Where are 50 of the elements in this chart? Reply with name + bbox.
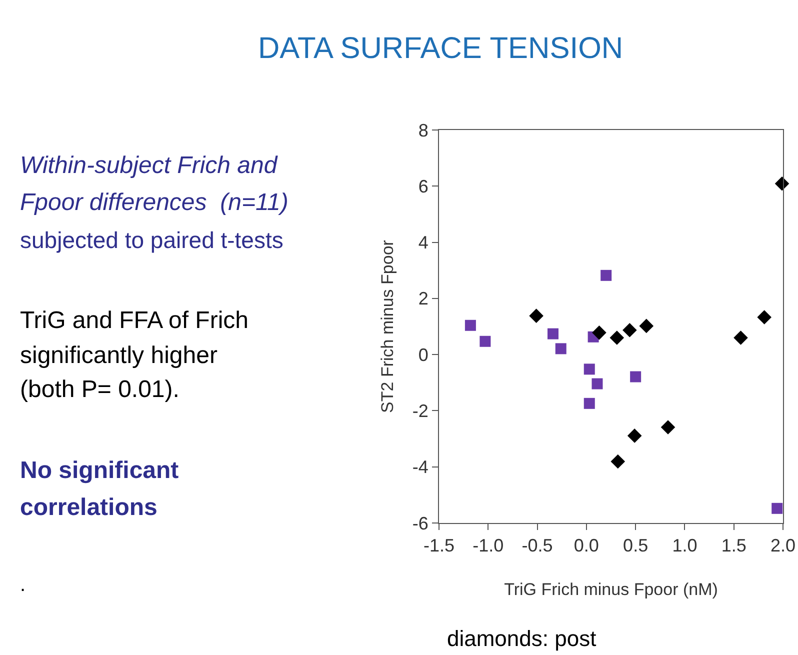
x-axis-title: TriG Frich minus Fpoor (nM)	[504, 580, 718, 599]
x-tick-label: 2.0	[770, 536, 796, 556]
point	[734, 330, 748, 345]
text: TriG and FFA of Frich	[20, 307, 249, 334]
chart-title: DATA SURFACE TENSION	[258, 32, 624, 65]
point	[555, 343, 566, 354]
y-tick-label: 0	[418, 344, 428, 365]
text: significantly higher	[20, 342, 218, 369]
point	[630, 371, 642, 382]
point	[480, 336, 491, 347]
text: Fpoor differences (n=11)	[20, 189, 288, 216]
point	[600, 270, 612, 281]
x-tick-label: 1.0	[672, 536, 698, 556]
x-tick-label: -1.5	[423, 536, 455, 556]
text: .	[20, 574, 26, 596]
point	[660, 420, 676, 434]
y-tick-label: 2	[418, 288, 428, 309]
point	[610, 454, 626, 469]
point	[592, 326, 606, 340]
point	[529, 308, 544, 323]
point	[548, 328, 559, 340]
point	[622, 323, 637, 338]
point	[610, 330, 624, 345]
point	[584, 364, 595, 375]
y-tick-label: 6	[418, 176, 428, 196]
x-tick-label: -1.0	[472, 536, 504, 556]
text: diamonds: post	[447, 626, 596, 651]
x-tick-label: 1.5	[721, 536, 746, 556]
y-axis-title: ST2 Frich minus Fpoor	[378, 240, 397, 413]
x-tick-label: 0.5	[623, 536, 648, 556]
point	[774, 176, 790, 191]
point	[772, 502, 783, 514]
y-tick-label: -4	[412, 457, 428, 478]
point	[464, 320, 476, 331]
point	[627, 428, 642, 443]
text: subjected to paired t-tests	[20, 227, 284, 253]
x-tick-label: 0.0	[574, 536, 599, 556]
y-tick-label: -6	[412, 513, 428, 534]
text: Within-subject Frich and	[20, 152, 278, 179]
point	[584, 398, 595, 409]
y-tick-label: 8	[418, 120, 428, 140]
point	[592, 378, 603, 390]
y-tick-label: 4	[418, 232, 428, 253]
point	[757, 310, 772, 324]
text: correlations	[20, 494, 158, 521]
text: No significant	[20, 457, 179, 484]
y-tick-label: -2	[412, 401, 428, 422]
point	[639, 318, 654, 334]
text: (both P= 0.01).	[20, 376, 180, 403]
x-tick-label: -0.5	[522, 536, 553, 556]
